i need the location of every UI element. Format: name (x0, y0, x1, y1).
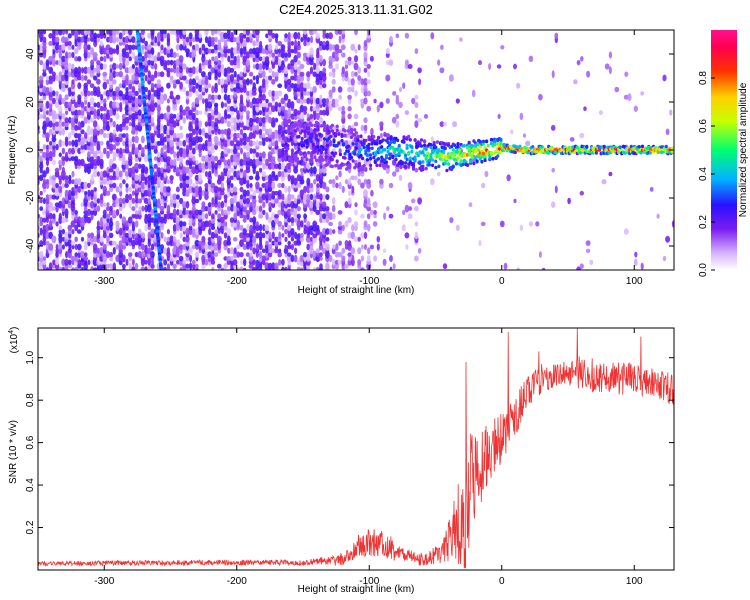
snr-y-ticks: 0.2 0.4 0.6 0.8 1.0 (25, 350, 674, 534)
y-tick-label: 0.6 (25, 435, 36, 449)
x-tick-label: -200 (227, 576, 247, 587)
colorbar-tick-label: 0.8 (698, 71, 709, 85)
x-tick-label: -200 (227, 276, 247, 287)
x-tick-label: 0 (499, 276, 505, 287)
y-tick-label: -20 (25, 190, 36, 205)
colorbar-tick-label: 0.6 (698, 119, 709, 133)
colorbar-tick-label: 0.0 (698, 263, 709, 277)
figure-title: C2E4.2025.313.11.31.G02 (279, 2, 433, 17)
spectrogram-y-ticks: -40 -20 0 20 40 (25, 48, 674, 253)
spectrogram-cells (38, 30, 674, 270)
x-tick-label: 100 (626, 276, 643, 287)
snr-y-multiplier: (x104) (8, 327, 20, 354)
spectrogram-x-ticks: -300 -200 -100 0 100 (94, 30, 643, 287)
y-tick-label: 0.8 (25, 393, 36, 407)
colorbar-label: Normalized spectral amplitude (738, 82, 749, 217)
x-tick-label: -300 (94, 276, 114, 287)
colorbar-tick-label: 0.2 (698, 215, 709, 229)
y-tick-label: 0 (25, 147, 36, 153)
y-tick-label: 20 (25, 96, 36, 108)
spectrogram-x-label: Height of straight line (km) (298, 285, 415, 296)
y-tick-label: 40 (25, 48, 36, 60)
snr-y-label: SNR (10 * v/v) (8, 420, 19, 484)
x-tick-label: -300 (94, 576, 114, 587)
snr-x-ticks: -300 -200 -100 0 100 (94, 328, 643, 587)
y-tick-label: 0.2 (25, 520, 36, 534)
spectrogram-y-label: Frequency (Hz) (7, 116, 18, 185)
x-tick-label: 100 (626, 576, 643, 587)
snr-x-label: Height of straight line (km) (298, 584, 415, 595)
snr-panel: -300 -200 -100 0 100 0.2 0.4 0.6 0.8 1.0 Height … (8, 327, 675, 595)
colorbar-ticks: 0.0 0.2 0.4 0.6 0.8 (698, 71, 715, 277)
y-tick-label: 0.4 (25, 478, 36, 492)
y-tick-label: 1.0 (25, 350, 36, 364)
x-tick-label: -100 (359, 576, 379, 587)
snr-series-line (38, 328, 674, 569)
colorbar: 0.0 0.2 0.4 0.6 0.8 Normalized spectral ampl… (698, 30, 749, 277)
snr-frame (37, 327, 675, 571)
colorbar-tick-label: 0.4 (698, 167, 709, 181)
x-tick-label: -100 (359, 276, 379, 287)
y-tick-label: -40 (25, 238, 36, 253)
colorbar-gradient (711, 30, 737, 270)
x-tick-label: 0 (499, 576, 505, 587)
